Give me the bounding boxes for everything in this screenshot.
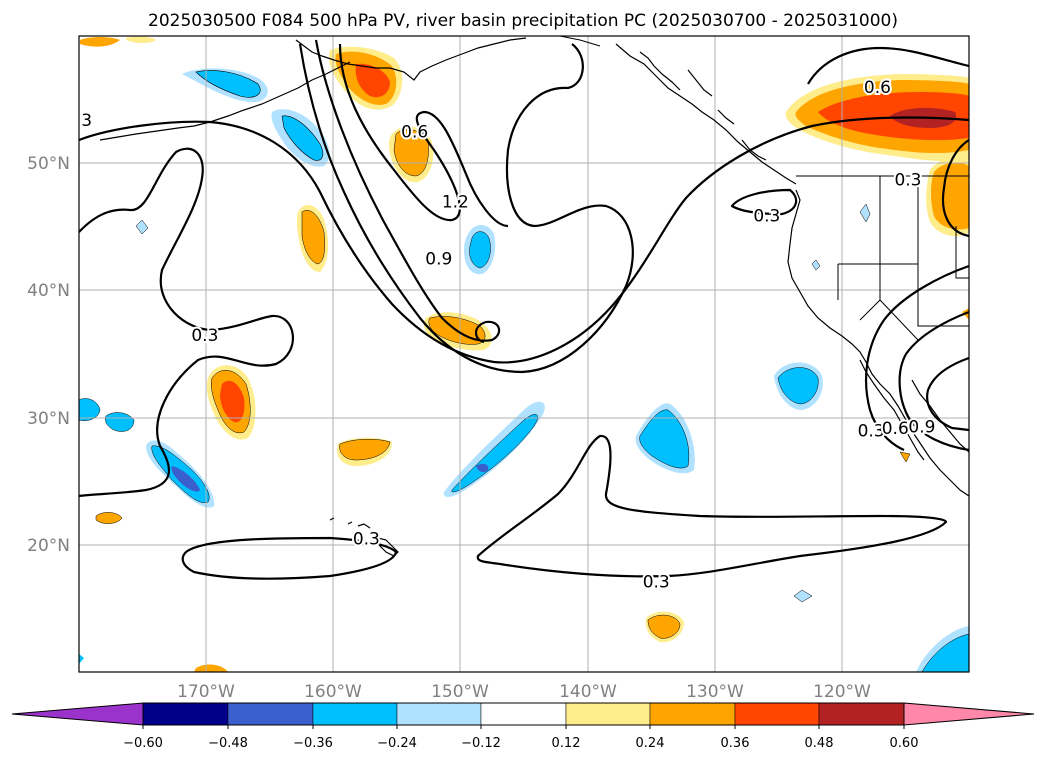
lon-label-130w: 130°W (686, 682, 744, 702)
gridlines (79, 36, 969, 672)
political-borders (559, 36, 969, 341)
precip-area-east-pacific-negative (635, 403, 695, 474)
colorbar-bin-8 (734, 702, 820, 726)
pv-contour-0p9 (314, 39, 501, 344)
precip-area-central-positive (296, 205, 329, 272)
colorbar: −0.60 −0.48 −0.36 −0.24 −0.12 0.12 0.24 … (11, 702, 1035, 751)
pv-contour-label: 0.6 (864, 78, 891, 98)
border-state-lines (837, 176, 969, 341)
lat-label-40n: 40°N (27, 281, 70, 301)
pv-contour-label: 0.3 (191, 326, 218, 346)
map-frame (78, 35, 970, 673)
precip-area-interior-west-positive (926, 157, 969, 237)
precip-area-dateline-negative (146, 440, 215, 508)
pv-contour-0p3-south (476, 434, 948, 578)
coastline-us-west (787, 189, 969, 497)
border-alaska-canada (559, 36, 601, 47)
pv-contour-label: 0.3 (894, 171, 921, 191)
coastlines (99, 37, 969, 557)
colorbar-bin-1 (142, 702, 229, 726)
colorbar-tick-label: 0.48 (805, 736, 834, 751)
colorbar-extend-low (11, 702, 144, 726)
colorbar-tick-label: 0.12 (552, 736, 581, 751)
pv-contour-1p2 (338, 43, 509, 228)
pv-contour-label: 0.6 (401, 122, 428, 142)
precip-area-aleutian-east-negative (182, 68, 268, 103)
pv-contour-label: 0.3 (753, 206, 780, 226)
coastline-alaska-panhandle (615, 43, 797, 185)
precip-area-baja-west-negative (774, 362, 823, 410)
colorbar-outline (142, 702, 905, 726)
pv-contour-0p3-hawaii-loop (181, 536, 398, 580)
pv-contour-label: 0.3 (858, 421, 885, 441)
precip-area-small-cells (79, 36, 969, 672)
pv-contour-label: 0.3 (353, 529, 380, 549)
colorbar-tick-label: −0.36 (293, 736, 333, 751)
pv-contour-0p6-southwest (898, 310, 969, 452)
colorbar-tick-label: −0.12 (461, 736, 501, 751)
lon-label-140w: 140°W (559, 682, 617, 702)
colorbar-bin-2 (227, 702, 314, 726)
colorbar-ticks (142, 725, 905, 729)
pv-contour-0p6-pacific (298, 43, 634, 374)
coastline-bc-islands (639, 51, 767, 161)
colorbar-bin-9 (818, 702, 905, 726)
pv-contour-0p3-interior (942, 139, 969, 238)
colorbar-tick-label: −0.24 (377, 736, 417, 751)
colorbar-tick-label: 0.60 (890, 736, 919, 751)
colorbar-tick-label: 0.24 (636, 736, 665, 751)
pv-contour-0p3-outer (79, 116, 969, 364)
pv-contour-0p3-western (79, 147, 294, 498)
colorbar-bin-3 (312, 702, 398, 726)
coastline-hawaii (329, 517, 399, 557)
colorbar-tick-label: −0.48 (208, 736, 248, 751)
pv-contour-label: 0.9 (425, 250, 452, 270)
lat-label-30n: 30°N (27, 409, 70, 429)
coastline-aleutians (99, 61, 351, 141)
precip-area-east-subtropical-negative (443, 401, 545, 497)
lat-label-20n: 20°N (27, 536, 70, 556)
colorbar-bin-6 (565, 702, 651, 726)
lon-label-150w: 150°W (431, 682, 489, 702)
precip-area-midpacific-negative (464, 225, 496, 275)
pv-contour-label: 0.6 (882, 419, 909, 439)
colorbar-bin-5 (480, 702, 567, 726)
pv-contours (79, 39, 969, 580)
pv-contour-0p6-canada (807, 46, 969, 85)
lon-label-160w: 160°W (304, 682, 362, 702)
pv-contour-0p9-southwest (926, 356, 969, 432)
longitude-labels: 170°W 160°W 150°W 140°W 130°W 120°W (177, 682, 871, 702)
precip-area-southeast-negative (916, 626, 969, 672)
precip-area-west-pacific-strong-positive (206, 365, 256, 440)
precip-area-hawaii-north-positive (336, 437, 392, 466)
precip-area-north-pacific-positive (388, 126, 434, 183)
precip-shading (79, 36, 969, 672)
pv-contour-0p3-southwest-outer (864, 264, 969, 452)
map-title: 2025030500 F084 500 hPa PV, river basin … (148, 11, 898, 31)
contour-labels: 30.60.61.20.90.30.30.30.30.30.30.6 0.9 (79, 76, 937, 595)
pv-contour-label: 1.2 (442, 192, 469, 212)
pv-contour-label: 0.9 (908, 418, 935, 438)
latitude-labels: 50°N 40°N 30°N 20°N (27, 154, 70, 556)
colorbar-bin-4 (396, 702, 482, 726)
colorbar-tick-labels: −0.60 −0.48 −0.36 −0.24 −0.12 0.12 0.24 … (123, 736, 918, 751)
colorbar-tick-label: −0.60 (123, 736, 163, 751)
colorbar-tick-label: 0.36 (721, 736, 750, 751)
lon-label-170w: 170°W (177, 682, 235, 702)
lat-label-50n: 50°N (27, 154, 70, 174)
coastline-alaska-south (295, 37, 527, 81)
pv-contour-label: 0.3 (643, 573, 670, 593)
colorbar-bin-7 (649, 702, 736, 726)
lon-label-120w: 120°W (813, 682, 871, 702)
precip-area-south-pacific-positive (645, 611, 684, 643)
coastline-baja (859, 359, 925, 461)
precip-area-alaska-south-negative (271, 109, 330, 167)
pv-contour-label: 3 (81, 111, 92, 131)
pv-contour-0p3-bc (730, 188, 798, 216)
colorbar-extend-high (903, 702, 1035, 726)
